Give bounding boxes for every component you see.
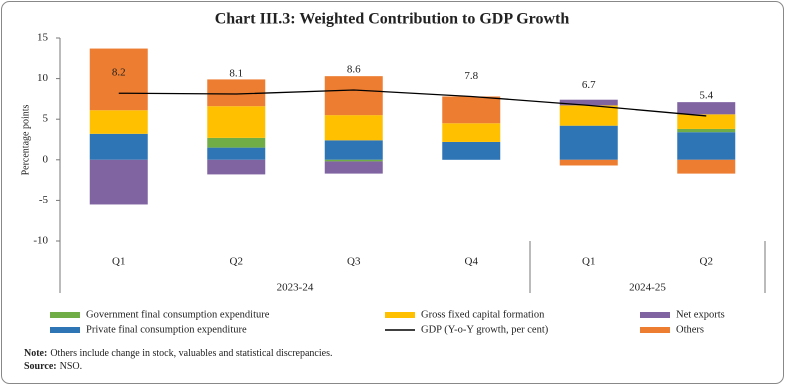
note-label: Source: [24,361,57,372]
x-tick-label: Q2 [700,256,713,268]
legend-marker [50,327,80,333]
gdp-line [118,89,707,117]
bar-segment [677,159,736,174]
legend-marker [385,312,415,318]
group-label: 2023-24 [277,282,314,294]
y-tick-label: 5 [43,113,49,125]
legend-label: Others [676,324,704,335]
y-tick-label: 0 [43,153,49,165]
data-label: 7.8 [464,70,478,82]
note: Source: NSO. [24,361,82,372]
legend-label: Government final consumption expenditure [86,309,270,320]
legend-label: GDP (Y-o-Y growth, per cent) [421,324,549,335]
chart-title: Chart III.3: Weighted Contribution to GD… [215,11,570,28]
bar-segment [559,159,618,166]
bar-segment [89,159,148,205]
bar-segment [207,159,266,175]
legend-marker [640,327,670,333]
x-tick-label: Q3 [347,256,361,268]
y-axis-label: Percentage points [20,104,31,175]
x-tick-label: Q4 [465,256,479,268]
legend-label: Net exports [676,309,725,320]
bar-segment [677,114,736,129]
x-tick-label: Q1 [582,256,595,268]
y-tick-label: 10 [37,72,49,84]
y-tick-label: -5 [39,194,49,206]
bar-segment [207,106,266,138]
data-label: 6.7 [582,79,596,91]
legend-label: Private final consumption expenditure [86,324,247,335]
note-text: NSO. [60,361,83,372]
legend-marker [640,312,670,318]
bar-segment [89,133,148,160]
bar-segment [324,140,383,160]
bar-segment [89,48,148,111]
data-label: 5.4 [699,89,713,101]
bar-segment [559,105,618,126]
bar-segment [324,115,383,141]
bar-segment [324,161,383,174]
bar-segment [324,76,383,116]
note-text: Others include change in stock, valuable… [50,348,332,359]
bar-segment [324,159,383,162]
y-tick-label: -10 [33,235,48,247]
bar-segment [442,123,501,142]
data-label: 8.6 [347,63,361,75]
bar-segment [207,137,266,148]
bar-segment [677,132,736,160]
data-label: 8.2 [112,67,126,79]
note: Note: Others include change in stock, val… [24,348,332,359]
bar-segment [559,125,618,160]
y-tick-label: 15 [37,32,49,44]
bar-segment [89,110,148,134]
bar-segment [677,128,736,133]
note-label: Note: [24,348,47,359]
bar-segment [442,96,501,124]
data-label: 8.1 [229,68,243,80]
bar-segment [677,102,736,115]
x-tick-label: Q2 [230,256,243,268]
legend-label: Gross fixed capital formation [421,309,545,320]
group-label: 2024-25 [629,282,666,294]
x-tick-label: Q1 [112,256,125,268]
bar-segment [207,147,266,160]
bar-segment [559,99,618,106]
bar-segment [442,141,501,160]
legend-marker [50,312,80,318]
